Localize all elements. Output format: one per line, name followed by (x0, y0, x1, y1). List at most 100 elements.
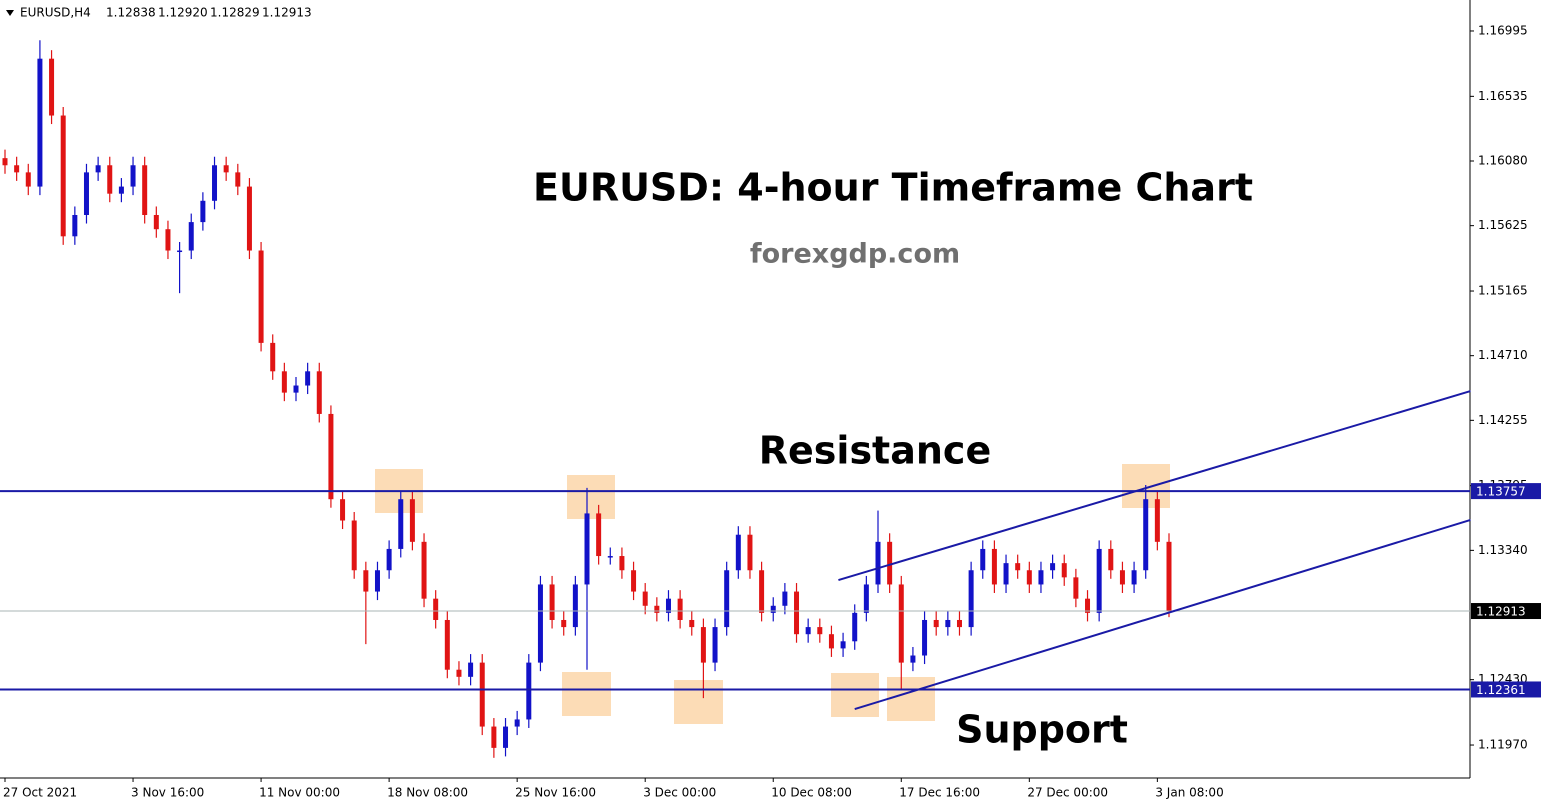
x-tick-label: 11 Nov 00:00 (259, 786, 340, 800)
candle-body (281, 371, 287, 393)
candle-body (828, 634, 834, 649)
candle-body (83, 172, 89, 215)
x-tick-label: 3 Jan 08:00 (1155, 786, 1223, 800)
candle-body (444, 619, 450, 670)
candle-body (37, 58, 43, 187)
candle-body (1166, 541, 1172, 612)
candle-body (887, 541, 893, 585)
candle-body (72, 214, 78, 237)
candle-body (503, 726, 509, 748)
x-tick-label: 3 Nov 16:00 (131, 786, 204, 800)
candle-body (898, 584, 904, 663)
candle-body (549, 584, 555, 620)
x-tick-label: 27 Dec 00:00 (1027, 786, 1108, 800)
candle-body (398, 499, 404, 549)
candle-body (1003, 563, 1009, 585)
y-tick-label: 1.16535 (1478, 89, 1528, 103)
price-label-bg (1471, 681, 1541, 698)
candle-body (631, 570, 637, 592)
candle-body (968, 570, 974, 628)
candles (2, 40, 1172, 758)
candle-body (863, 584, 869, 613)
candle-body (165, 229, 171, 251)
candle-body (188, 222, 194, 251)
candle-body (1131, 570, 1137, 585)
candle-body (945, 619, 951, 628)
x-tick-label: 25 Nov 16:00 (515, 786, 596, 800)
highlight-boxes (375, 464, 1170, 724)
candle-body (689, 619, 695, 628)
candle-body (735, 534, 741, 571)
candle-body (1096, 548, 1102, 613)
candle-body (316, 371, 322, 414)
candle-body (212, 165, 218, 201)
chart-subtitle: forexgdp.com (750, 239, 960, 270)
candle-body (991, 548, 997, 585)
candle-body (1015, 563, 1021, 571)
candle-body (235, 172, 241, 187)
candle-body (142, 165, 148, 215)
candle-body (433, 598, 439, 620)
candle-body (537, 584, 543, 663)
candle-body (956, 619, 962, 628)
candle-body (665, 598, 671, 613)
candle-body (526, 662, 532, 720)
candle-body (386, 548, 392, 571)
candle-body (49, 58, 55, 116)
candle-body (596, 513, 602, 557)
candle-body (724, 570, 730, 628)
candle-body (270, 342, 276, 372)
candle-body (700, 627, 706, 663)
candle-body (1061, 563, 1067, 578)
price-label-bg (1471, 603, 1541, 620)
candle-body (1085, 598, 1091, 613)
candle-body (1108, 548, 1114, 571)
candle-body (177, 250, 183, 253)
candle-body (363, 570, 369, 592)
x-tick-label: 3 Dec 00:00 (643, 786, 716, 800)
y-tick-label: 1.14710 (1478, 348, 1528, 362)
x-tick-label: 17 Dec 16:00 (899, 786, 980, 800)
menu-triangle (6, 10, 14, 16)
candle-body (60, 115, 66, 237)
y-tick-label: 1.16995 (1478, 23, 1528, 37)
y-tick-label: 1.15165 (1478, 284, 1528, 298)
price-label: 1.13757 (1476, 485, 1526, 499)
price-label: 1.12361 (1476, 683, 1526, 697)
candle-body (246, 186, 252, 251)
candle-body (456, 669, 462, 677)
candle-body (607, 556, 613, 558)
candle-body (374, 570, 380, 592)
candle-body (980, 548, 986, 571)
price-label-bg (1471, 483, 1541, 500)
candle-body (933, 619, 939, 628)
candle-body (561, 619, 567, 628)
candle-body (409, 499, 415, 542)
candle-body (468, 662, 474, 677)
candle-body (782, 591, 788, 606)
highlight-box (567, 475, 615, 519)
candle-body (25, 172, 31, 187)
candle-body (305, 371, 311, 386)
candle-body (223, 165, 229, 173)
annotation: Support (956, 708, 1128, 752)
candle-body (677, 598, 683, 620)
candle-body (747, 534, 753, 571)
candle-body (514, 719, 520, 727)
trendline (854, 518, 1471, 711)
candle-body (107, 165, 113, 194)
candle-body (293, 385, 299, 393)
x-tick-label: 18 Nov 08:00 (387, 786, 468, 800)
quote: 1.12913 (262, 6, 312, 20)
highlight-box (831, 673, 879, 717)
candle-body (1038, 570, 1044, 585)
candle-body (654, 605, 660, 613)
quote: 1.12829 (210, 6, 260, 20)
candle-body (759, 570, 765, 613)
y-tick-label: 1.14255 (1478, 413, 1528, 427)
candle-body (153, 214, 159, 230)
candle-body (340, 499, 346, 521)
candle-body (1154, 499, 1160, 542)
highlight-box (562, 672, 611, 716)
